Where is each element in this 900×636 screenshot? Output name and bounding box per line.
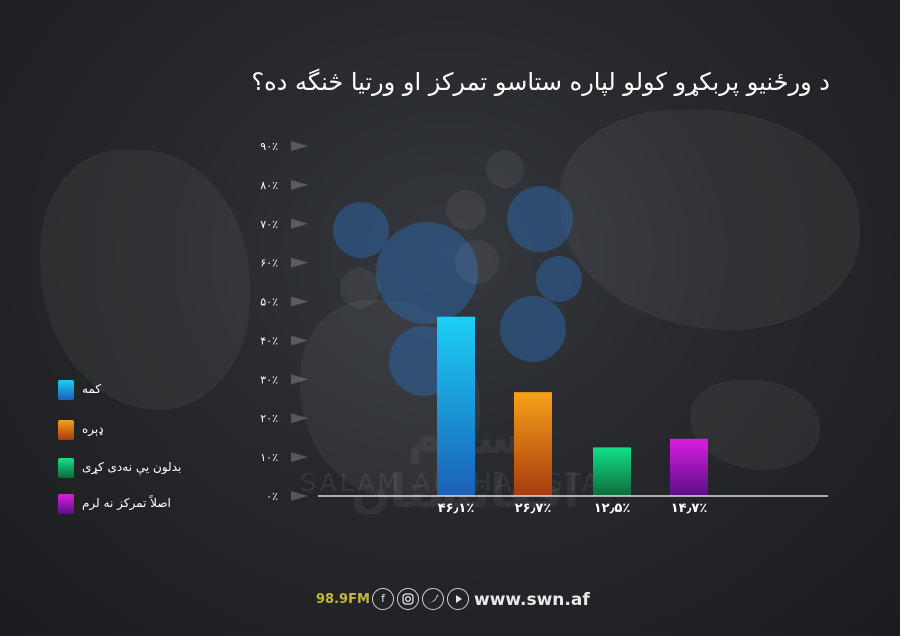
y-tick-label: ۴۰٪ [260,334,278,347]
bar-value-label: ۴۶٫۱٪ [438,501,475,516]
map-dot [376,222,478,324]
legend-label: اصلاً تمرکز نه لرم [82,496,171,510]
facebook-icon[interactable]: f [372,588,394,610]
y-tick-marker [291,452,308,463]
legend-swatch [58,380,74,400]
y-tick-label: ۸۰٪ [260,179,278,192]
y-tick-marker [291,218,308,229]
bar-value-label: ۲۶٫۷٪ [515,501,552,516]
y-tick-marker [291,296,308,307]
legend-label: ډېره [82,422,104,436]
youtube-icon[interactable] [447,588,469,610]
y-tick-marker [291,179,308,190]
y-tick-label: ۶۰٪ [260,257,278,270]
footer: 98.9FM f www.swn.af [316,588,596,614]
y-tick-label: ۷۰٪ [260,218,278,231]
bar [593,447,631,496]
map-continent-australia [690,380,820,470]
bar [670,438,708,496]
map-dot [486,150,524,188]
legend-swatch [58,494,74,514]
twitter-icon[interactable] [422,588,444,610]
chart-title: د ورځنيو پربکړو کولو لپاره ستاسو تمرکز ا… [251,68,830,96]
y-tick-marker [291,413,308,424]
map-dot [507,186,573,252]
y-tick-marker [291,374,308,385]
y-tick-marker [291,141,308,151]
bar-value-label: ۱۲٫۵٪ [594,501,631,516]
map-dot [333,202,389,258]
legend-label: بدلون يې نه‌دی کړی [82,460,182,474]
legend-label: کمه [82,382,102,396]
legend-item-high: ډېره [58,420,248,440]
map-dot [446,190,486,230]
y-tick-label: ۳۰٪ [260,373,278,386]
map-continent-europe-asia [560,110,860,330]
y-tick-label: ۰٪ [266,490,278,503]
radio-frequency: 98.9FM [316,592,370,607]
bar-value-label: ۱۴٫۷٪ [671,501,708,516]
legend-item-no-focus: اصلاً تمرکز نه لرم [58,494,248,514]
bar [514,392,552,496]
legend-swatch [58,420,74,440]
map-dot [455,240,499,284]
legend-item-unchanged: بدلون يې نه‌دی کړی [58,458,248,478]
y-tick-label: ۵۰٪ [260,296,278,309]
y-tick-marker [291,335,308,346]
y-tick-label: ۱۰٪ [260,451,278,464]
y-tick-label: ۹۰٪ [260,140,278,153]
legend-item-low: کمه [58,380,248,400]
y-tick-marker [291,491,308,501]
legend-swatch [58,458,74,478]
y-tick-label: ۲۰٪ [260,412,278,425]
bar [437,316,475,496]
map-dot [500,296,566,362]
y-tick-marker [291,257,308,268]
website-link[interactable]: www.swn.af [474,590,590,610]
map-dot [340,268,380,308]
map-dot [536,256,582,302]
map-continent-americas [40,150,250,410]
instagram-icon[interactable] [397,588,419,610]
